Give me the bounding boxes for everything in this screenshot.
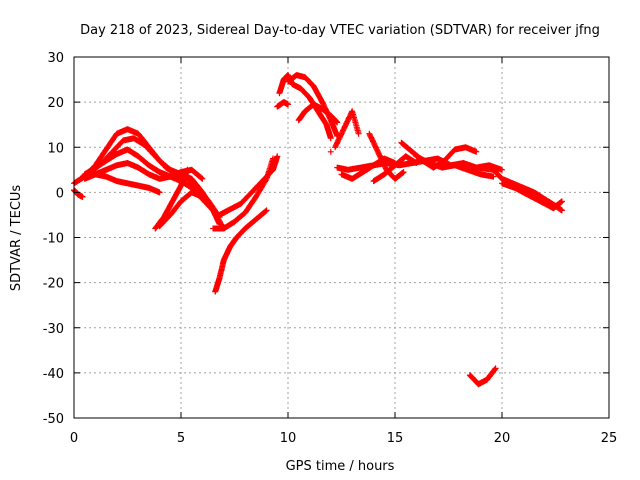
y-tick-label: -20	[43, 277, 64, 292]
axis-tick-labels: 0 5 10 15 20 25 -50 -40 -30 -20 -10 0 10 20 30	[43, 51, 618, 446]
y-tick-label: -30	[43, 322, 64, 337]
grid	[74, 57, 609, 418]
series-arc-24	[499, 180, 565, 212]
x-tick-label: 10	[280, 431, 297, 446]
x-axis-label: GPS time / hours	[286, 459, 395, 474]
series-arc-25	[466, 365, 499, 388]
series-arc-06	[71, 187, 86, 200]
series-arc-26	[327, 148, 334, 155]
series-arc-16	[332, 108, 362, 151]
x-tick-label: 0	[70, 431, 78, 446]
y-tick-label: -10	[43, 232, 64, 247]
series-arc-20	[370, 153, 420, 185]
x-tick-label: 20	[494, 431, 511, 446]
series-arc-09	[212, 207, 270, 295]
x-tick-label: 15	[387, 431, 404, 446]
y-tick-label: 30	[47, 51, 64, 66]
x-tick-label: 5	[177, 431, 185, 446]
series-arc-11	[216, 153, 281, 218]
chart-title: Day 218 of 2023, Sidereal Day-to-day VTE…	[80, 23, 600, 38]
y-axis-label: SDTVAR / TECUs	[9, 185, 24, 292]
y-tick-label: -50	[43, 412, 64, 427]
series-arc-15	[295, 101, 341, 126]
series-arc-05	[92, 171, 163, 196]
y-tick-label: 0	[56, 186, 64, 201]
series-arc-08	[156, 189, 227, 232]
axis-ticks	[73, 56, 610, 419]
y-tick-label: -40	[43, 367, 64, 382]
y-tick-label: 20	[47, 96, 64, 111]
series-arc-14	[274, 99, 291, 110]
x-tick-label: 25	[601, 431, 618, 446]
data-series	[71, 72, 565, 388]
y-tick-label: 10	[47, 141, 64, 156]
